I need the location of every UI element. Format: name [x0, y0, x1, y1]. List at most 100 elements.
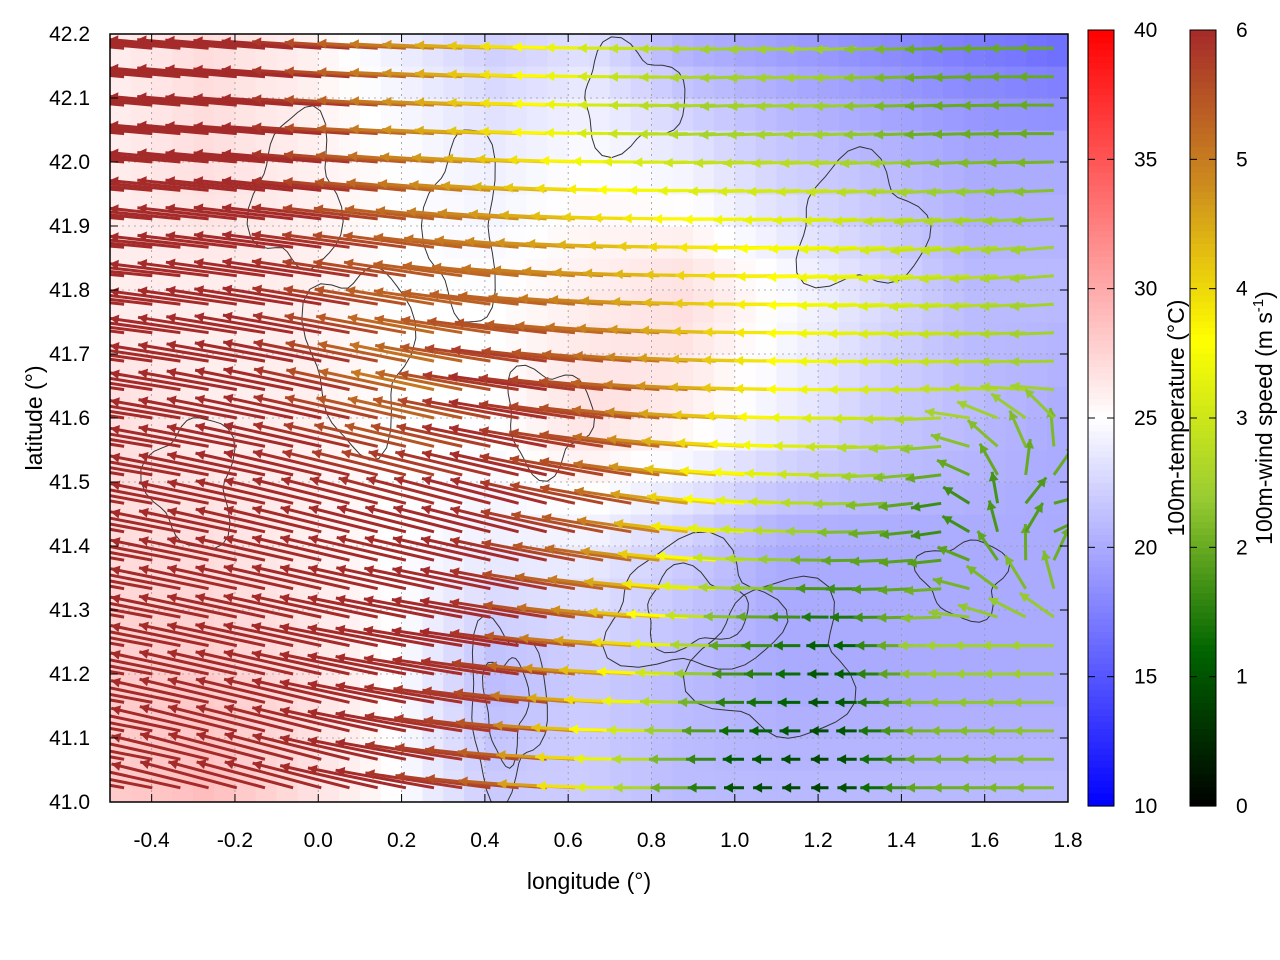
- wind-arrow-head: [512, 70, 522, 81]
- wind-arrow-shaft: [138, 566, 238, 591]
- wind-arrow-shaft: [395, 774, 491, 790]
- wind-arrow-shaft: [252, 477, 350, 505]
- wind-arrow: [110, 480, 209, 505]
- heatmap-cell: [880, 674, 902, 707]
- wind-arrow-head: [670, 639, 680, 650]
- wind-arrow: [165, 203, 266, 221]
- wind-arrow-shaft: [138, 623, 238, 648]
- wind-arrow-head: [698, 582, 708, 593]
- wind-arrow-head: [348, 151, 358, 162]
- wind-arrow-head: [988, 597, 999, 607]
- wind-arrow: [167, 731, 266, 761]
- wind-arrow-head: [110, 35, 119, 46]
- wind-arrow-head: [574, 486, 584, 497]
- wind-arrow: [283, 421, 379, 448]
- heatmap-cell: [984, 258, 1007, 291]
- wind-arrow-shaft: [251, 205, 350, 221]
- wind-arrow: [165, 231, 266, 249]
- wind-arrow-head: [949, 356, 959, 367]
- wind-arrow: [400, 315, 491, 335]
- wind-arrow-head: [1017, 128, 1027, 139]
- wind-arrow-shaft: [541, 515, 632, 534]
- wind-arrow: [346, 178, 435, 192]
- wind-arrow: [223, 563, 322, 591]
- heatmap-cell: [755, 226, 778, 259]
- wind-colorbar-gradient-step: [1190, 612, 1216, 620]
- wind-arrow-head: [592, 212, 602, 223]
- wind-arrow-head: [829, 612, 839, 623]
- wind-arrow-head: [363, 625, 374, 636]
- wind-arrow: [836, 187, 885, 198]
- wind-arrow: [481, 346, 576, 363]
- temperature-colorbar-gradient-step: [1088, 650, 1114, 658]
- wind-arrow-head: [772, 215, 782, 226]
- wind-arrow-head: [168, 731, 179, 741]
- wind-arrow: [1013, 725, 1054, 736]
- wind-arrow: [195, 506, 294, 534]
- heatmap-cell: [693, 450, 715, 483]
- wind-arrow-shaft: [110, 321, 181, 335]
- wind-arrow: [110, 770, 181, 790]
- wind-arrow-head: [752, 754, 762, 765]
- wind-arrow-head: [958, 602, 969, 613]
- wind-arrow-head: [137, 35, 147, 46]
- wind-arrow: [782, 782, 801, 793]
- wind-arrow-head: [671, 326, 681, 337]
- wind-arrow: [336, 534, 435, 562]
- wind-arrow-head: [613, 782, 623, 793]
- wind-arrow-head: [877, 612, 887, 623]
- heatmap-cell: [589, 738, 611, 771]
- wind-arrow: [393, 684, 491, 704]
- wind-arrow-shaft: [195, 423, 294, 448]
- heatmap-cell: [776, 354, 798, 387]
- wind-arrow-shaft: [138, 650, 238, 676]
- wind-arrow: [402, 261, 491, 278]
- wind-colorbar-gradient-step: [1190, 269, 1216, 277]
- wind-colorbar-gradient-step: [1190, 521, 1216, 529]
- wind-arrow-shaft: [508, 404, 604, 420]
- wind-arrow-head: [572, 432, 583, 443]
- temperature-colorbar-gradient-step: [1088, 418, 1114, 426]
- wind-arrow-shaft: [110, 538, 209, 562]
- wind-arrow-head: [450, 505, 461, 516]
- wind-arrow-shaft: [138, 425, 238, 448]
- wind-arrow-head: [798, 384, 808, 395]
- wind-arrow-head: [397, 396, 408, 407]
- wind-arrow-head: [422, 686, 432, 697]
- wind-arrow-head: [608, 128, 618, 139]
- wind-arrow-shaft: [343, 233, 435, 249]
- wind-arrow-head: [365, 740, 375, 751]
- heatmap-cell: [859, 226, 882, 259]
- wind-arrow-shaft: [222, 259, 322, 278]
- wind-arrow-head: [195, 592, 206, 603]
- wind-arrow: [809, 725, 829, 736]
- temperature-colorbar-gradient-step: [1088, 101, 1114, 109]
- wind-colorbar-gradient-step: [1190, 366, 1216, 374]
- wind-arrow-shaft: [223, 506, 322, 534]
- heatmap-cell: [589, 354, 611, 387]
- wind-arrow-head: [601, 696, 611, 706]
- wind-arrow: [165, 35, 266, 50]
- wind-arrow-head: [461, 263, 471, 274]
- heatmap-cell: [609, 674, 632, 707]
- wind-arrow: [858, 273, 914, 284]
- wind-arrow-head: [636, 381, 646, 391]
- wind-colorbar-gradient-step: [1190, 605, 1216, 613]
- wind-arrow: [110, 63, 209, 79]
- wind-arrow-shaft: [110, 658, 181, 676]
- heatmap-cell: [1005, 642, 1027, 675]
- wind-arrow-shaft: [137, 233, 237, 249]
- wind-arrow-head: [349, 341, 360, 352]
- heatmap-cell: [1047, 354, 1068, 387]
- wind-arrow: [138, 507, 238, 534]
- wind-arrow-shaft: [539, 432, 632, 448]
- wind-arrow-head: [956, 697, 966, 708]
- wind-arrow-head: [110, 369, 120, 380]
- wind-colorbar-gradient-step: [1190, 62, 1216, 70]
- wind-arrow-head: [797, 328, 807, 339]
- wind-arrow-head: [382, 125, 392, 135]
- wind-arrow-head: [253, 311, 263, 322]
- wind-arrow-head: [375, 342, 385, 352]
- wind-colorbar-gradient-step: [1190, 243, 1216, 251]
- wind-arrow-head: [844, 44, 854, 55]
